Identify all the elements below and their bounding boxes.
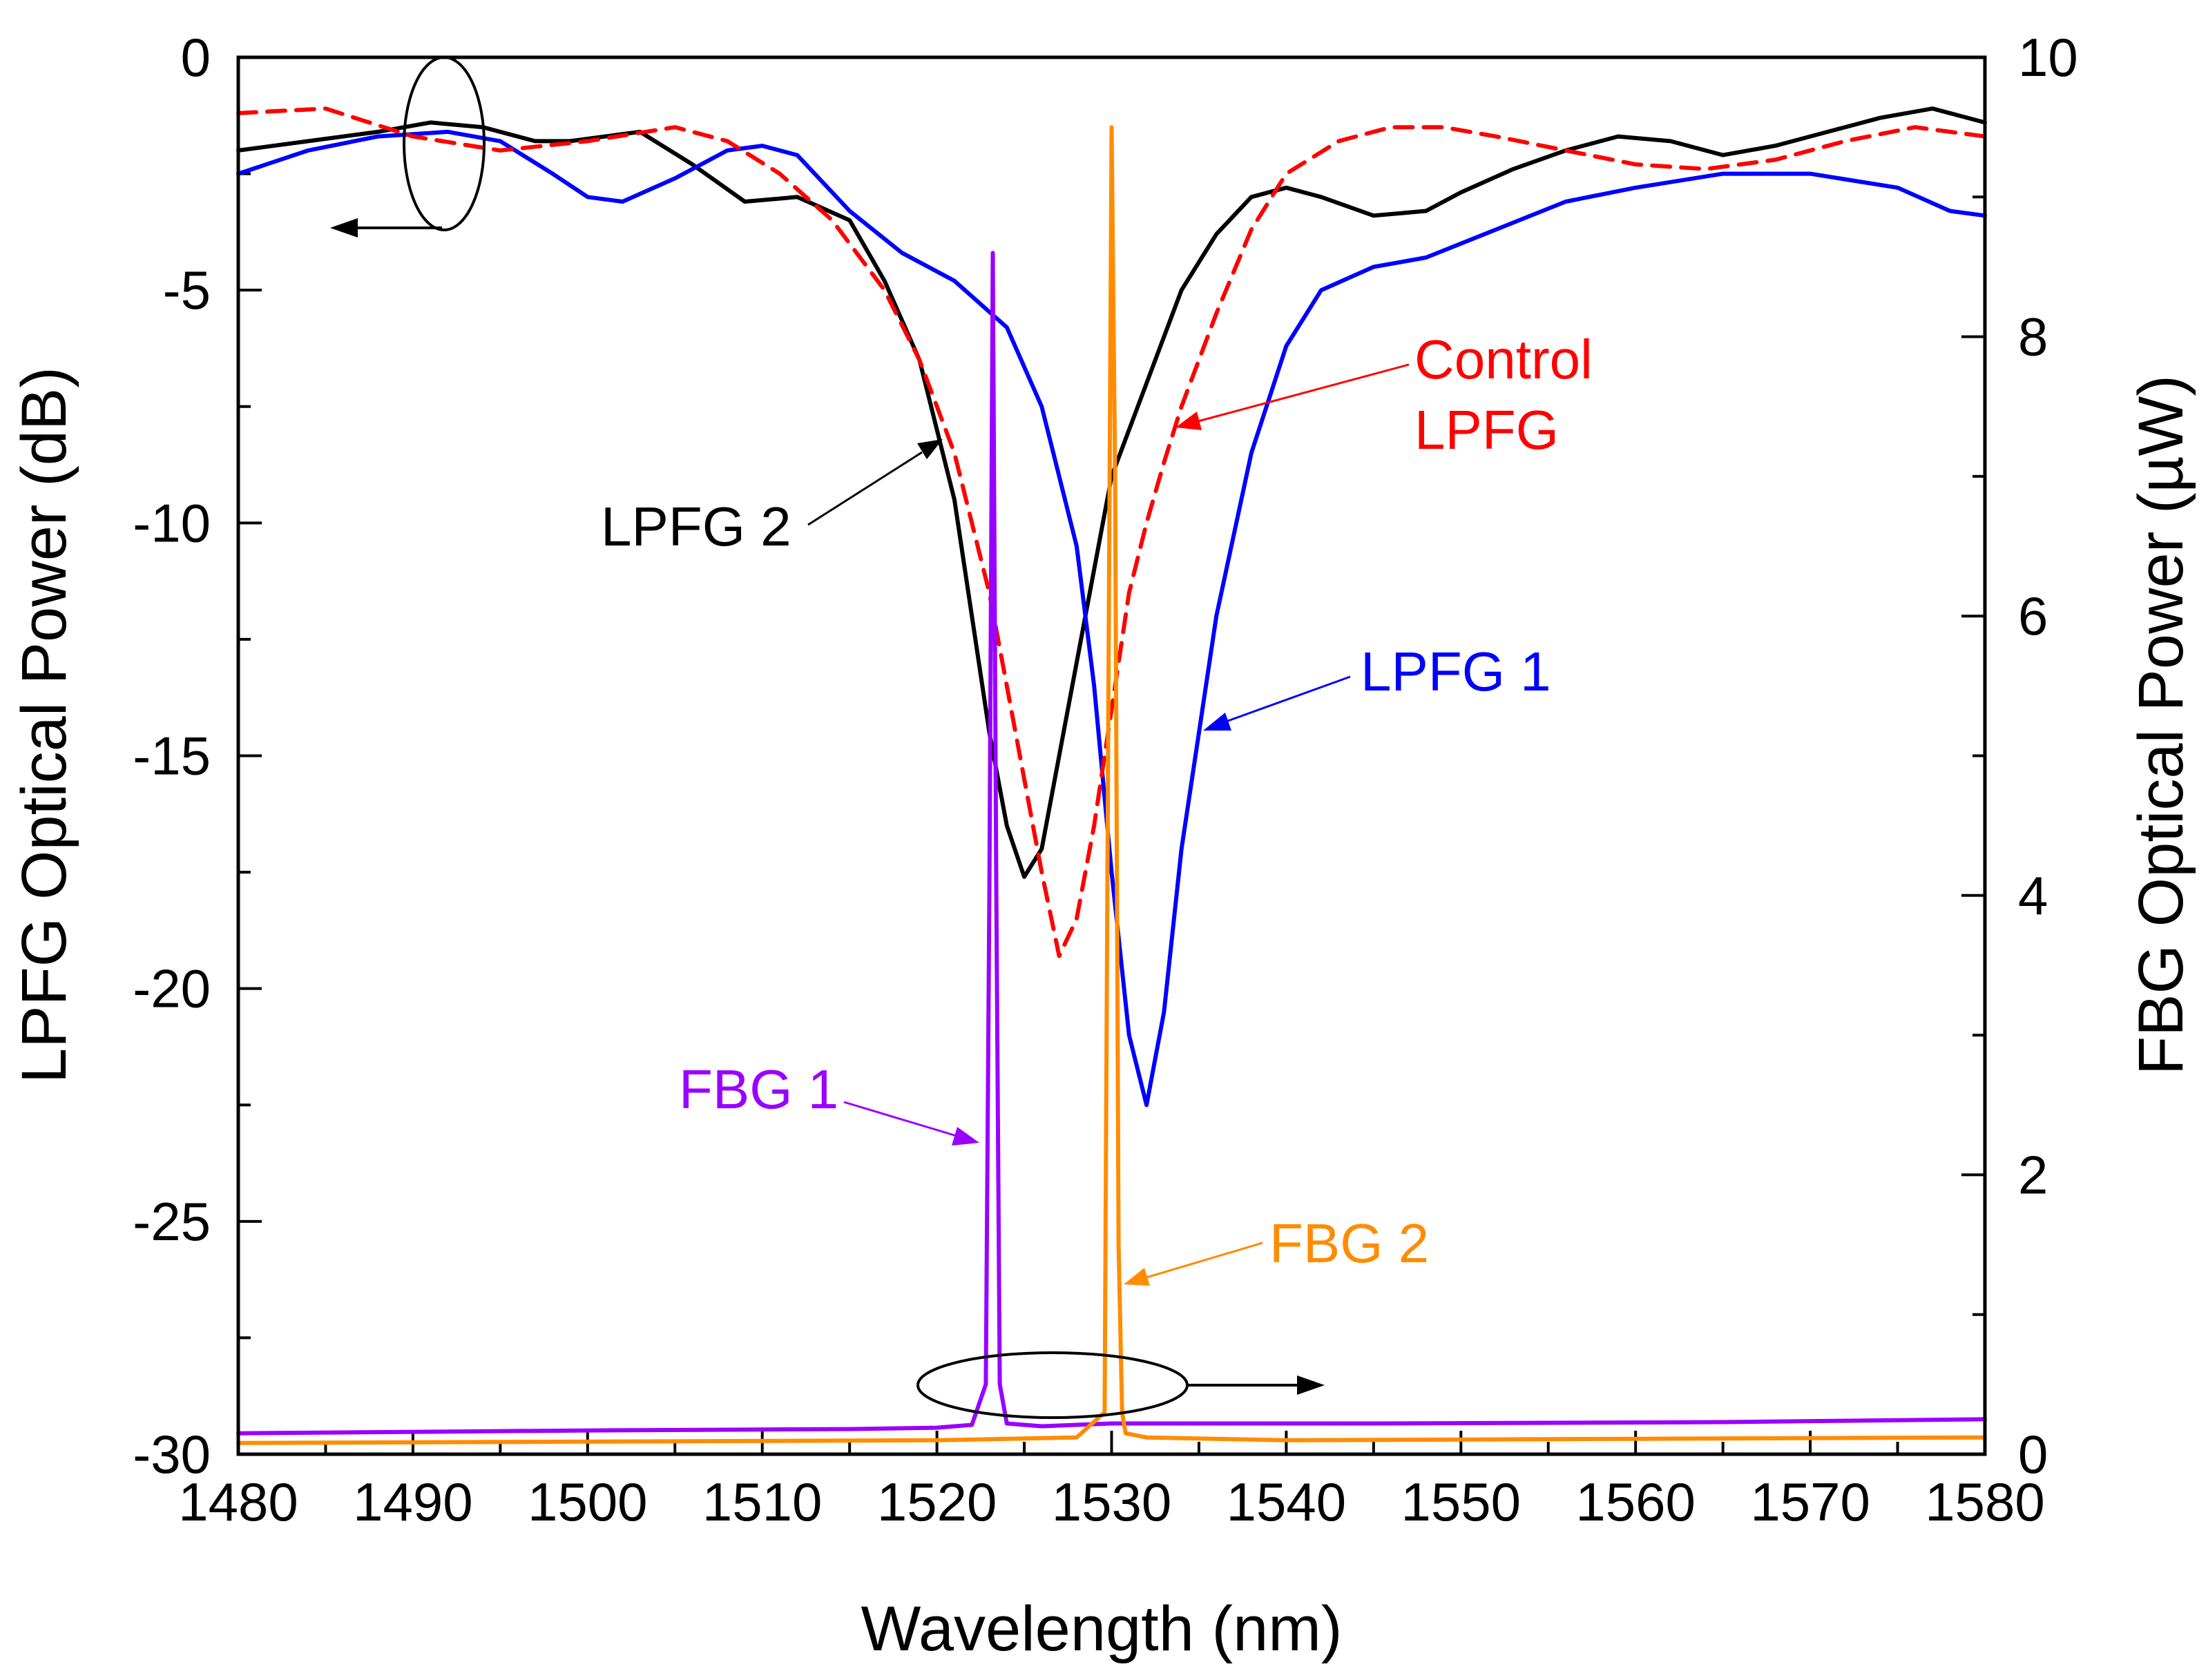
series-lpfg-1 bbox=[236, 129, 1987, 1108]
y-right-tick-label: 10 bbox=[2018, 27, 2078, 88]
x-tick-label: 1530 bbox=[1052, 1471, 1172, 1532]
y-left-tick-label: -25 bbox=[133, 1191, 211, 1252]
x-tick-label: 1580 bbox=[1925, 1471, 2045, 1532]
fbg1-arrow-icon bbox=[952, 1127, 979, 1146]
y-right-tick-label: 4 bbox=[2018, 865, 2048, 926]
x-tick-label: 1560 bbox=[1575, 1471, 1696, 1532]
y-right-tick-label: 8 bbox=[2018, 307, 2048, 367]
y-axis-right-title: FBG Optical Power (µW) bbox=[2126, 375, 2196, 1075]
fbg2-arrow-line bbox=[1146, 1242, 1263, 1279]
x-tick-label: 1570 bbox=[1750, 1471, 1870, 1532]
lpfg2-arrow-icon bbox=[917, 439, 943, 459]
annotation-control-line2: LPFG bbox=[1414, 399, 1559, 461]
right-arrow-icon bbox=[1297, 1375, 1325, 1395]
annotation-lpfg1: LPFG 1 bbox=[1361, 641, 1551, 702]
series-layer bbox=[236, 106, 1987, 1445]
annotation-fbg2: FBG 2 bbox=[1269, 1213, 1429, 1274]
y-axis-right-ticks: 0 2 4 6 8 10 bbox=[1961, 27, 2078, 1485]
x-tick-label: 1490 bbox=[353, 1471, 473, 1532]
annotation-control-line1: Control bbox=[1414, 329, 1593, 390]
y-right-tick-label: 0 bbox=[2018, 1424, 2048, 1485]
y-left-tick-label: -10 bbox=[133, 492, 211, 553]
x-tick-label: 1540 bbox=[1227, 1471, 1347, 1532]
y-left-tick-label: -15 bbox=[133, 726, 211, 786]
series-control-lpfg bbox=[236, 106, 1987, 958]
x-tick-label: 1500 bbox=[528, 1471, 648, 1532]
left-axis-ellipse bbox=[403, 56, 486, 231]
lpfg1-arrow-icon bbox=[1203, 713, 1231, 731]
lpfg2-arrow-line bbox=[807, 451, 923, 526]
control-arrow-icon bbox=[1175, 412, 1202, 430]
fbg2-arrow-icon bbox=[1124, 1268, 1150, 1286]
y-left-tick-label: -30 bbox=[133, 1424, 211, 1485]
x-axis-title: Wavelength (nm) bbox=[861, 1594, 1342, 1664]
right-axis-ellipse bbox=[916, 1351, 1189, 1419]
y-left-tick-label: -20 bbox=[133, 958, 211, 1019]
x-tick-label: 1480 bbox=[178, 1471, 298, 1532]
control-arrow-line bbox=[1198, 363, 1410, 423]
x-axis-ticks: 1480 1490 1500 1510 1520 1530 1540 1550 1560 1570… bbox=[178, 1431, 2045, 1532]
x-tick-label: 1520 bbox=[877, 1471, 997, 1532]
y-axis-left-title: LPFG Optical Power (dB) bbox=[9, 367, 79, 1083]
fbg1-arrow-line bbox=[843, 1101, 957, 1137]
y-axis-left-ticks: 0 -5 -10 -15 -20 -25 -30 bbox=[133, 27, 262, 1485]
y-right-tick-label: 6 bbox=[2018, 586, 2048, 646]
y-left-tick-label: 0 bbox=[181, 27, 211, 88]
right-axis-indicator bbox=[916, 1351, 1325, 1419]
series-fbg-2 bbox=[236, 125, 1987, 1445]
x-tick-label: 1550 bbox=[1401, 1471, 1521, 1532]
y-left-tick-label: -5 bbox=[163, 260, 211, 320]
left-axis-indicator bbox=[330, 56, 486, 238]
left-arrow-icon bbox=[330, 218, 358, 238]
lpfg1-arrow-line bbox=[1225, 675, 1351, 723]
annotation-arrows bbox=[807, 363, 1410, 1286]
plot-frame bbox=[236, 55, 1987, 1456]
x-tick-label: 1510 bbox=[702, 1471, 823, 1532]
annotation-fbg1: FBG 1 bbox=[679, 1059, 838, 1120]
y-right-tick-label: 2 bbox=[2018, 1144, 2048, 1205]
series-fbg-1 bbox=[236, 251, 1987, 1436]
annotation-lpfg2: LPFG 2 bbox=[601, 496, 791, 557]
